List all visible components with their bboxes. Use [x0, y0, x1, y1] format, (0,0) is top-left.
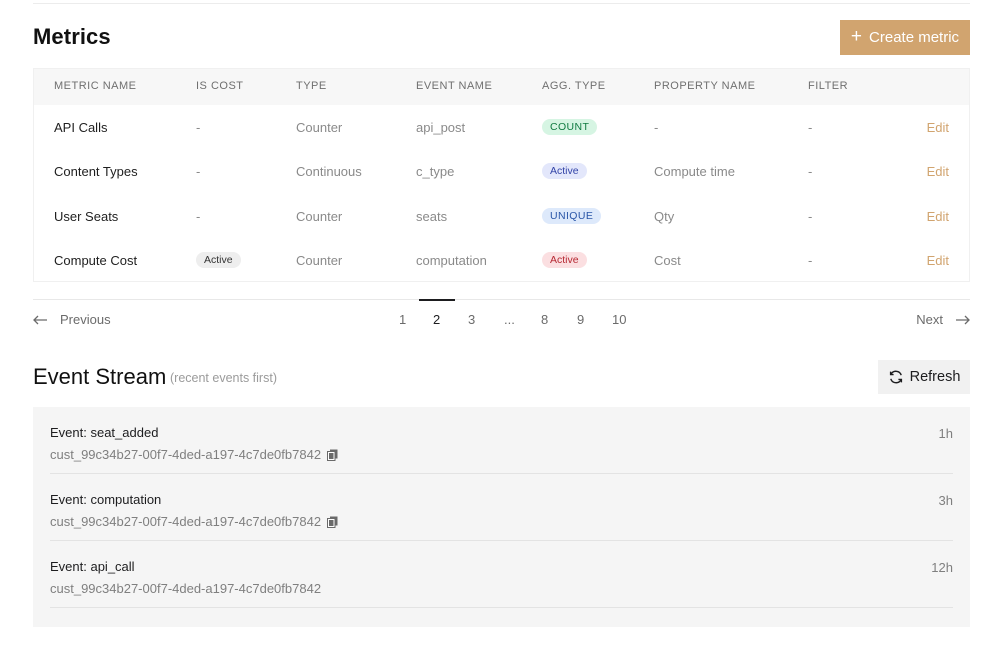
event-name: api_post — [416, 119, 466, 135]
metric-name: Content Types — [54, 163, 138, 179]
table-row: Content Types - Continuous c_type Active… — [34, 149, 969, 193]
customer-id: cust_99c34b27-00f7-4ded-a197-4c7de0fb784… — [50, 581, 322, 596]
agg-type-badge: Active — [542, 162, 587, 180]
column-header-filter: FILTER — [808, 80, 849, 92]
page-9[interactable]: 9 — [577, 312, 585, 327]
copy-icon[interactable] — [327, 516, 338, 528]
table-row: User Seats - Counter seats UNIQUE Qty - … — [34, 194, 969, 238]
is-cost: - — [196, 119, 201, 135]
event-name: seats — [416, 208, 448, 224]
metric-type: Counter — [296, 208, 343, 224]
event-name: computation — [416, 252, 487, 268]
event-customer-row: cust_99c34b27-00f7-4ded-a197-4c7de0fb784… — [50, 514, 338, 529]
edit-link[interactable]: Edit — [926, 252, 949, 268]
page-3[interactable]: 3 — [468, 312, 476, 327]
column-header-is-cost: IS COST — [196, 80, 244, 92]
plus-icon: + — [850, 26, 863, 47]
filter: - — [808, 252, 813, 268]
list-item: Event: computation cust_99c34b27-00f7-4d… — [50, 474, 953, 541]
event-time: 3h — [938, 493, 953, 508]
top-divider — [33, 0, 970, 4]
page-2[interactable]: 2 — [433, 312, 441, 327]
column-header-metric-name: METRIC NAME — [54, 80, 137, 92]
agg-type-cell: UNIQUE — [542, 194, 602, 238]
agg-type-cell: Active — [542, 238, 587, 282]
previous-label: Previous — [60, 312, 111, 327]
edit-link[interactable]: Edit — [926, 208, 949, 224]
metrics-header: Metrics + Create metric — [33, 20, 970, 56]
next-label: Next — [916, 312, 943, 327]
agg-type-badge: Active — [542, 251, 587, 269]
current-page-indicator — [419, 299, 455, 301]
is-cost-badge: Active — [196, 251, 241, 269]
page-1[interactable]: 1 — [399, 312, 407, 327]
previous-button[interactable]: Previous — [33, 312, 111, 327]
next-button[interactable]: Next — [916, 312, 970, 327]
event-name: c_type — [416, 163, 455, 179]
event-title: Event: seat_added — [50, 425, 159, 440]
event-customer-row: cust_99c34b27-00f7-4ded-a197-4c7de0fb784… — [50, 581, 321, 596]
edit-link[interactable]: Edit — [926, 163, 949, 179]
is-cost-cell: Active — [196, 238, 241, 282]
edit-link[interactable]: Edit — [926, 119, 949, 135]
list-item: Event: api_call cust_99c34b27-00f7-4ded-… — [50, 541, 953, 608]
arrow-right-icon — [956, 315, 970, 324]
column-header-property-name: PROPERTY NAME — [654, 80, 756, 92]
list-item: Event: seat_added cust_99c34b27-00f7-4de… — [50, 407, 953, 474]
metrics-table: METRIC NAME IS COST TYPE EVENT NAME AGG.… — [33, 68, 970, 282]
agg-type-badge: UNIQUE — [542, 207, 602, 225]
filter: - — [808, 208, 813, 224]
metric-name: API Calls — [54, 119, 108, 135]
event-stream-list: Event: seat_added cust_99c34b27-00f7-4de… — [33, 407, 970, 627]
create-metric-button[interactable]: + Create metric — [840, 20, 970, 55]
column-header-type: TYPE — [296, 80, 327, 92]
pagination: Previous 1 2 3 ... 8 9 10 Next — [33, 299, 970, 345]
property-name: - — [654, 119, 659, 135]
column-header-event-name: EVENT NAME — [416, 80, 493, 92]
copy-icon[interactable] — [327, 449, 338, 461]
refresh-label: Refresh — [909, 369, 961, 385]
page-8[interactable]: 8 — [541, 312, 549, 327]
page-title: Metrics — [33, 24, 111, 49]
customer-id: cust_99c34b27-00f7-4ded-a197-4c7de0fb784… — [50, 447, 322, 462]
page-10[interactable]: 10 — [612, 312, 627, 327]
filter: - — [808, 119, 813, 135]
column-header-agg-type: AGG. TYPE — [542, 80, 606, 92]
metric-type: Continuous — [296, 163, 362, 179]
event-stream-title: Event Stream — [33, 364, 167, 389]
property-name: Cost — [654, 252, 681, 268]
event-time: 12h — [931, 560, 953, 575]
agg-type-cell: COUNT — [542, 105, 598, 149]
create-metric-label: Create metric — [869, 29, 960, 46]
event-time: 1h — [938, 426, 953, 441]
table-row: Compute Cost Active Counter computation … — [34, 238, 969, 282]
event-customer-row: cust_99c34b27-00f7-4ded-a197-4c7de0fb784… — [50, 447, 338, 462]
event-title: Event: api_call — [50, 559, 135, 574]
agg-type-cell: Active — [542, 149, 587, 193]
metric-name: User Seats — [54, 208, 119, 224]
filter: - — [808, 163, 813, 179]
refresh-button[interactable]: Refresh — [878, 360, 970, 394]
metric-type: Counter — [296, 252, 343, 268]
event-stream-subtitle: (recent events first) — [170, 371, 277, 385]
is-cost: - — [196, 208, 201, 224]
agg-type-badge: COUNT — [542, 118, 598, 136]
event-title: Event: computation — [50, 492, 162, 507]
customer-id: cust_99c34b27-00f7-4ded-a197-4c7de0fb784… — [50, 514, 322, 529]
table-header: METRIC NAME IS COST TYPE EVENT NAME AGG.… — [34, 69, 969, 105]
is-cost: - — [196, 163, 201, 179]
metric-name: Compute Cost — [54, 252, 138, 268]
refresh-icon — [889, 370, 902, 384]
arrow-left-icon — [33, 315, 47, 324]
table-row: API Calls - Counter api_post COUNT - - E… — [34, 105, 969, 149]
property-name: Compute time — [654, 163, 735, 179]
metric-type: Counter — [296, 119, 343, 135]
property-name: Qty — [654, 208, 675, 224]
page-ellipsis: ... — [504, 312, 515, 327]
